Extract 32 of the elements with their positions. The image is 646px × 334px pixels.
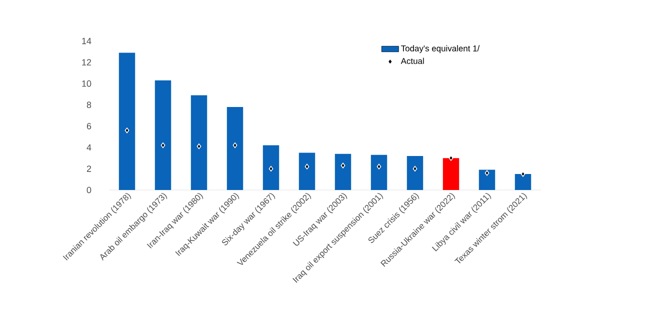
point (160, 142, 166, 148)
y-tick-label: 10 (82, 80, 92, 87)
point (268, 166, 274, 172)
y-tick-label: 12 (82, 59, 92, 66)
bar (334, 154, 352, 190)
bar (406, 156, 424, 190)
point (376, 164, 382, 170)
y-tick-label: 8 (86, 102, 92, 108)
bar (154, 80, 172, 190)
point (412, 166, 418, 172)
legend-label: Today's equivalent 1/ (401, 45, 480, 54)
y-tick-label: 14 (82, 38, 92, 44)
bar (370, 154, 388, 190)
legend-label: Actual (400, 58, 424, 64)
bar (478, 170, 496, 190)
y-tick-label: 4 (86, 144, 92, 151)
bar (262, 145, 280, 190)
y-tick-label: 2 (86, 166, 92, 172)
bar (298, 152, 316, 190)
point (232, 142, 238, 148)
bar (118, 52, 136, 190)
y-tick-label: 0 (86, 186, 92, 194)
point (484, 170, 490, 176)
bar (190, 95, 208, 190)
bar (226, 106, 244, 190)
point (340, 162, 346, 168)
bar (442, 158, 460, 190)
point (124, 128, 130, 134)
point (304, 164, 310, 170)
bar (514, 174, 532, 190)
point (196, 144, 202, 150)
y-tick-label: 6 (86, 122, 92, 130)
